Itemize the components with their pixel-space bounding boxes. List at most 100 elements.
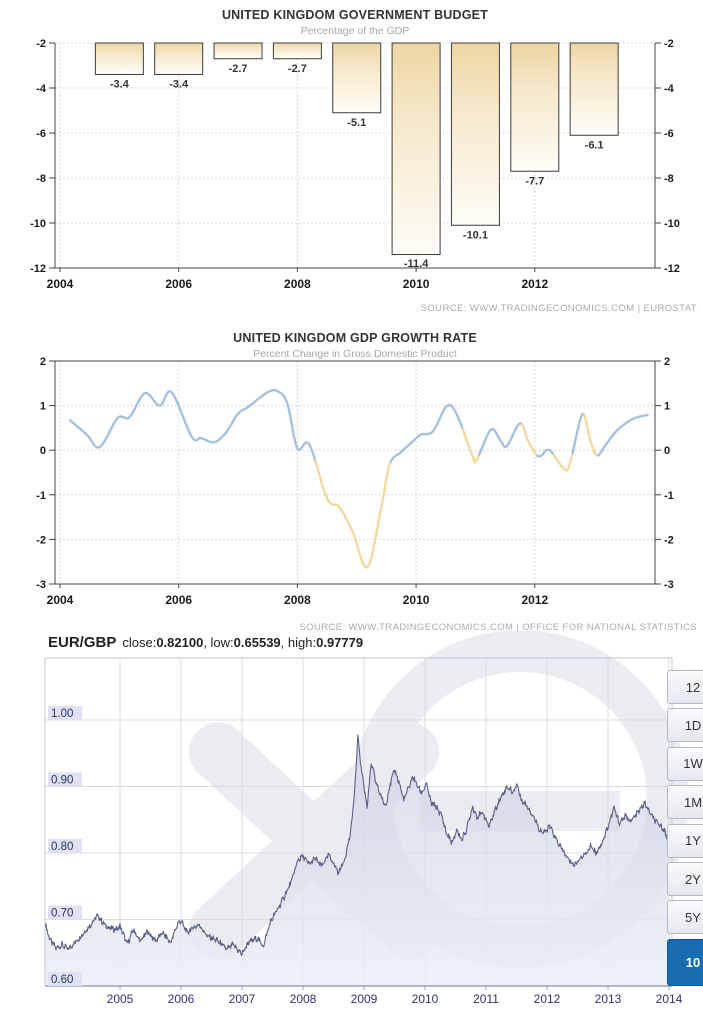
- y-axis-label: -2: [36, 38, 46, 50]
- gdp-line-segment: [571, 412, 586, 455]
- y-axis-label: 0: [40, 445, 46, 457]
- x-axis-label: 2012: [521, 593, 548, 607]
- range-button-1M[interactable]: 1M: [667, 785, 703, 820]
- gdp-line-segment: [68, 388, 317, 463]
- y-axis-label: -4: [664, 83, 675, 95]
- y-axis-label: 0.80: [51, 841, 73, 853]
- budget-chart-subtitle: Percentage of the GDP: [300, 25, 410, 37]
- y-axis-label: -2: [36, 534, 46, 546]
- budget-bar: [332, 42, 382, 114]
- y-label-chip: [48, 972, 82, 986]
- gdp-line-segment: [552, 451, 574, 472]
- x-axis-label: 2010: [403, 277, 430, 291]
- bar-value-label: -6.1: [585, 139, 604, 151]
- y-axis-label: 1.00: [51, 708, 73, 720]
- fx-low-value: 0.65539: [233, 635, 281, 650]
- budget-bar: [391, 42, 441, 255]
- y-axis-label: -12: [664, 263, 680, 275]
- y-label-chip: [48, 905, 82, 920]
- x-axis-label: 2004: [47, 277, 74, 291]
- y-axis-label: -1: [664, 490, 674, 502]
- budget-chart-source: SOURCE: WWW.TRADINGECONOMICS.COM | EUROS…: [420, 303, 697, 314]
- y-axis-label: -8: [664, 173, 674, 185]
- fx-area-fill: [45, 735, 668, 986]
- y-axis-label: 0.90: [51, 775, 73, 787]
- x-axis-label: 2012: [534, 992, 561, 1006]
- y-axis-label: 0.60: [51, 974, 73, 986]
- budget-bar: [154, 42, 204, 75]
- x-axis-label: 2010: [403, 593, 430, 607]
- x-axis-label: 2006: [168, 992, 195, 1006]
- bar-value-label: -10.1: [463, 229, 488, 241]
- x-axis-label: 2014: [656, 992, 683, 1006]
- fx-high-value: 0.97779: [316, 635, 364, 650]
- budget-bar: [94, 42, 144, 75]
- budget-chart-title: UNITED KINGDOM GOVERNMENT BUDGET: [221, 8, 489, 22]
- x-axis-label: 2004: [47, 593, 74, 607]
- y-label-chip: [48, 772, 82, 787]
- gdp-line-segment: [536, 448, 555, 458]
- x-axis-label: 2012: [521, 277, 548, 291]
- y-axis-label: 1: [40, 401, 46, 413]
- range-button-1Y[interactable]: 1Y: [667, 823, 703, 858]
- range-button-1W[interactable]: 1W: [667, 746, 703, 781]
- budget-bar: [569, 42, 619, 136]
- x-axis-label: 2008: [284, 277, 311, 291]
- gdp-line-segment: [314, 460, 392, 569]
- y-axis-label: -6: [36, 128, 46, 140]
- fx-close-label: close:: [122, 635, 157, 650]
- y-axis-label: -6: [664, 128, 674, 140]
- fx-symbol: EUR/GBP: [48, 634, 117, 651]
- y-label-chip: [48, 706, 82, 720]
- bar-value-label: -11.4: [404, 258, 429, 270]
- x-axis-label: 2007: [229, 992, 256, 1006]
- y-axis-label: -10: [664, 218, 680, 230]
- fx-chart-canvas: 1.00 0.90 0.80 0.70 0.60 2005 2006 2007 2008 2009…: [44, 631, 689, 1006]
- bar-value-label: -2.7: [288, 63, 307, 75]
- y-axis-label: -8: [36, 173, 46, 185]
- budget-bar: [272, 42, 322, 60]
- gdp-chart-title: UNITED KINGDOM GDP GROWTH RATE: [233, 331, 477, 345]
- gdp-line-segment: [520, 423, 539, 457]
- fx-high-label: high:: [287, 635, 317, 650]
- budget-bar: [213, 42, 263, 60]
- x-axis-label: 2008: [284, 593, 311, 607]
- gdp-line-segment: [597, 413, 649, 457]
- x-axis-label: 2008: [290, 992, 317, 1006]
- x-axis-label: 2006: [165, 277, 192, 291]
- y-axis-label: 2: [664, 356, 670, 368]
- fx-close-value: 0.82100: [156, 635, 204, 650]
- y-axis-label: -2: [664, 38, 674, 50]
- x-axis-label: 2013: [595, 992, 622, 1006]
- gdp-line-segment: [461, 427, 481, 464]
- range-button-5Y[interactable]: 5Y: [667, 900, 703, 935]
- y-axis-label: 0.70: [51, 908, 73, 920]
- bar-value-label: -3.4: [110, 79, 130, 91]
- range-button-2Y[interactable]: 2Y: [667, 862, 703, 896]
- budget-chart-canvas: -3.4 -3.4 -2.7 -2.7 -5.1 -11.4 -10.1 -7.7 -6.1 -2…: [30, 38, 680, 291]
- budget-bar: [510, 42, 560, 172]
- y-label-chip: [48, 839, 82, 853]
- x-axis-label: 2011: [473, 992, 499, 1006]
- y-axis-label: -2: [664, 534, 674, 546]
- range-button-10[interactable]: 10: [667, 939, 703, 986]
- y-axis-label: -3: [664, 579, 674, 591]
- range-button-12[interactable]: 12: [667, 670, 703, 704]
- y-axis-label: 2: [40, 356, 46, 368]
- y-axis-label: -1: [36, 490, 46, 502]
- y-axis-label: -10: [30, 218, 46, 230]
- gdp-chart-source-clipped: SOURCE: WWW.TRADINGECONOMICS.COM | OFFIC…: [299, 622, 697, 631]
- fx-header: EUR/GBP close:0.82100, low:0.65539, high:…: [48, 634, 364, 651]
- bar-value-label: -7.7: [525, 175, 544, 187]
- gdp-line-segment: [389, 403, 464, 463]
- y-axis-label: -12: [30, 263, 46, 275]
- budget-bar: [450, 42, 500, 226]
- fx-low-label: low:: [210, 635, 234, 650]
- bar-value-label: -2.7: [229, 63, 248, 75]
- x-axis-label: 2005: [107, 992, 134, 1006]
- range-button-1D[interactable]: 1D: [667, 708, 703, 743]
- gdp-line-segment: [477, 422, 524, 457]
- x-axis-label: 2010: [412, 992, 439, 1006]
